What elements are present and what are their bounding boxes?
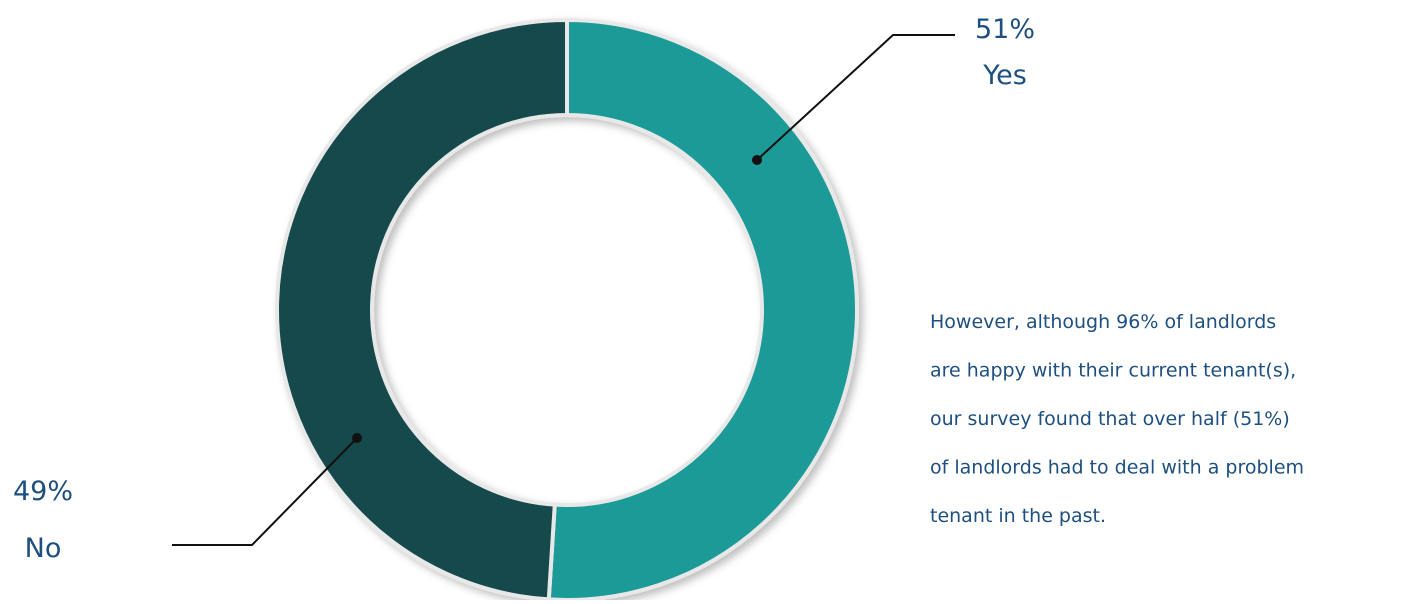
leader-yes xyxy=(752,34,955,165)
annotation-line: However, although 96% of landlords xyxy=(930,311,1276,333)
leader-line xyxy=(172,437,358,546)
slice xyxy=(275,17,569,602)
donut xyxy=(275,17,859,602)
annotation-line: are happy with their current tenant(s), xyxy=(930,360,1296,382)
leader-line xyxy=(756,34,955,161)
slice xyxy=(546,17,859,602)
leader-dot xyxy=(752,155,762,165)
annotation-line: our survey found that over half (51%) xyxy=(930,408,1290,430)
leader-dot xyxy=(352,433,362,443)
annotation: However, although 96% of landlords are ha… xyxy=(930,311,1304,527)
annotation-line: of landlords had to deal with a problem xyxy=(930,457,1304,479)
value-label: 49% xyxy=(13,476,73,507)
leader-no xyxy=(172,433,362,546)
value-label: 51% xyxy=(975,14,1035,45)
category-label: Yes xyxy=(982,60,1027,91)
annotation-line: tenant in the past. xyxy=(930,505,1106,527)
category-label: No xyxy=(25,533,62,564)
